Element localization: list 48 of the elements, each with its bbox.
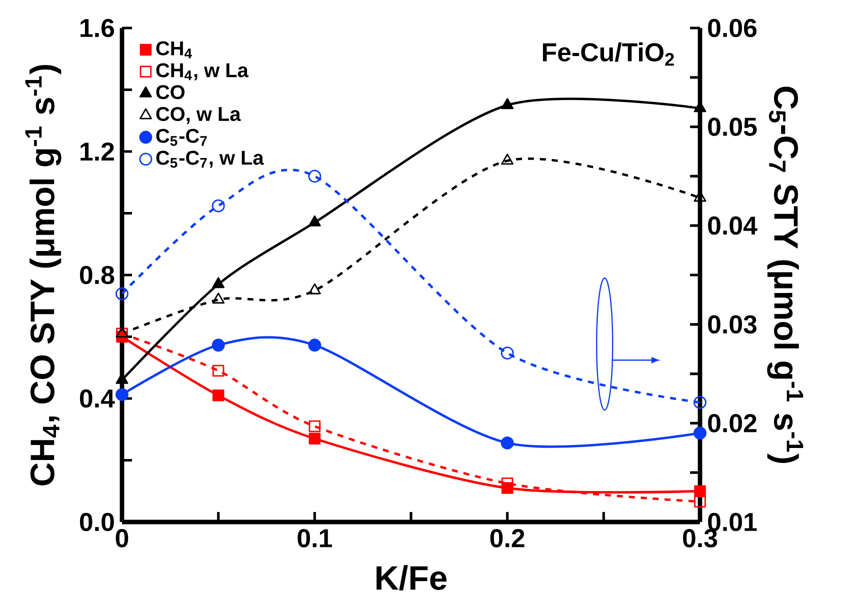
point — [116, 388, 128, 402]
legend-label: CO, w La — [156, 106, 241, 124]
legend-label: CH$_{4}$ — [156, 41, 192, 58]
point — [501, 98, 514, 110]
y2-tick-label: 0.04 — [708, 216, 758, 235]
y2-tick-label: 0.02 — [708, 414, 756, 432]
y-axis-title: CH$_{4}$, CO STY (μmol g$^{-1}$ s$^{-1}$) — [25, 64, 62, 486]
point — [694, 485, 706, 498]
legend-label: CH$_{4}$, w La — [156, 63, 249, 80]
y2-tick-label: 0.01 — [708, 512, 757, 532]
point — [116, 287, 128, 300]
y2-tick-label: 0.03 — [708, 315, 757, 334]
y2-tick-label: 0.06 — [708, 18, 757, 38]
point — [212, 390, 224, 402]
point — [212, 277, 225, 288]
point — [212, 292, 225, 304]
point — [212, 364, 224, 377]
point — [500, 436, 514, 450]
point — [308, 170, 322, 183]
point — [501, 478, 514, 490]
legend-label: C$_{5}$-C$_{7}$ — [156, 128, 207, 146]
x-tick-label: 0.2 — [490, 529, 524, 548]
point — [212, 199, 225, 212]
y-tick-label: 0.4 — [80, 389, 115, 408]
y-tick-label: 0.0 — [80, 512, 114, 532]
x-tick-label: 0 — [116, 529, 128, 548]
point — [694, 396, 706, 409]
y-tick-label: 1.2 — [80, 142, 114, 161]
y-tick-label: 0.8 — [80, 266, 114, 284]
y2-tick-label: 0.05 — [708, 118, 757, 136]
point — [694, 426, 706, 440]
y-tick-label: 1.6 — [80, 18, 114, 38]
point — [501, 154, 514, 165]
point — [212, 338, 225, 352]
x-tick-label: 0.3 — [683, 529, 718, 548]
point — [308, 215, 321, 226]
point — [308, 283, 321, 294]
x-axis-title: K/Fe — [376, 565, 447, 590]
legend-label: C$_{5}$-C$_{7}$, w La — [156, 150, 264, 168]
point — [308, 420, 321, 432]
annotation: Fe-Cu/TiO$_{2}$ — [542, 42, 674, 66]
text: C$_{5}$-C$_{7}$ STY (μmol g$^{-1}$ s$^{-1}$) — [767, 86, 804, 463]
x-tick-label: 0.1 — [298, 529, 332, 548]
point — [694, 496, 706, 508]
point — [500, 346, 514, 360]
point — [308, 338, 322, 352]
legend-label: CO — [156, 85, 185, 100]
point — [308, 432, 321, 445]
